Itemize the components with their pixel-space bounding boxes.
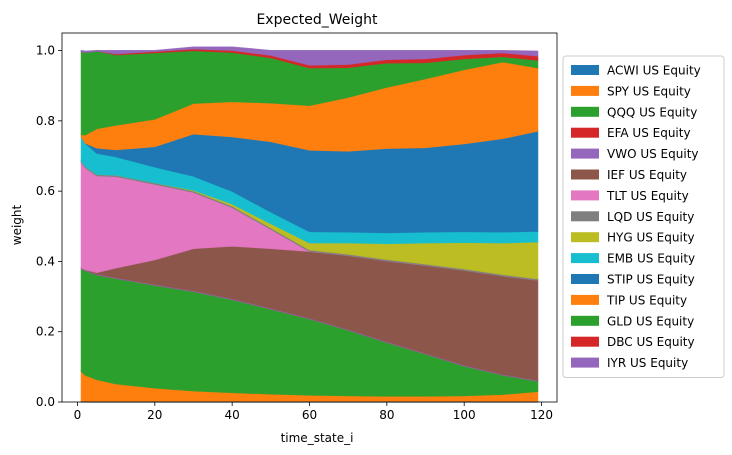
legend-label: GLD US Equity xyxy=(607,314,694,328)
legend-swatch xyxy=(571,106,599,117)
y-tick-label: 0.4 xyxy=(36,254,55,268)
y-axis-label: weight xyxy=(10,204,24,245)
y-tick-label: 0.8 xyxy=(36,114,55,128)
legend-swatch xyxy=(571,127,599,138)
x-axis: 0 20 40 60 80 100 120 xyxy=(74,402,553,422)
y-tick-label: 0.0 xyxy=(36,395,55,409)
legend-label: DBC US Equity xyxy=(607,335,695,349)
legend-label: TLT US Equity xyxy=(606,189,689,203)
legend-swatch xyxy=(571,357,599,368)
x-tick-label: 40 xyxy=(225,408,240,422)
legend-label: EMB US Equity xyxy=(607,252,695,266)
legend-label: SPY US Equity xyxy=(607,84,691,98)
y-tick-label: 1.0 xyxy=(36,44,55,58)
legend-label: LQD US Equity xyxy=(607,210,694,224)
legend: ACWI US Equity SPY US Equity QQQ US Equity… xyxy=(562,55,725,378)
legend-swatch xyxy=(571,336,599,347)
y-tick-label: 0.6 xyxy=(36,184,55,198)
x-tick-label: 80 xyxy=(379,408,394,422)
x-tick-label: 100 xyxy=(453,408,476,422)
legend-swatch xyxy=(571,294,599,305)
legend-swatch xyxy=(571,253,599,264)
x-tick-label: 120 xyxy=(530,408,553,422)
legend-swatch xyxy=(571,274,599,284)
legend-label: IYR US Equity xyxy=(607,356,688,370)
legend-swatch xyxy=(571,190,599,201)
legend-swatch xyxy=(571,232,599,243)
y-tick-label: 0.2 xyxy=(36,325,55,339)
legend-label: QQQ US Equity xyxy=(607,105,697,119)
legend-label: ACWI US Equity xyxy=(607,64,701,78)
y-axis: 0.0 0.2 0.4 0.6 0.8 1.0 xyxy=(36,44,62,409)
area-layers xyxy=(80,46,539,403)
legend-label: VWO US Equity xyxy=(607,147,699,161)
legend-swatch xyxy=(571,65,599,75)
legend-label: STIP US Equity xyxy=(607,273,695,287)
legend-label: IEF US Equity xyxy=(607,168,687,182)
x-tick-label: 60 xyxy=(302,408,317,422)
legend-swatch xyxy=(571,148,599,159)
legend-label: TIP US Equity xyxy=(606,293,687,307)
legend-label: EFA US Equity xyxy=(607,126,691,140)
legend-swatch xyxy=(571,169,599,180)
x-axis-label: time_state_i xyxy=(281,431,354,445)
legend-swatch xyxy=(571,211,599,222)
x-tick-label: 20 xyxy=(147,408,162,422)
area-iyr-us-equity xyxy=(80,46,539,66)
legend-label: HYG US Equity xyxy=(607,231,695,245)
legend-swatch xyxy=(571,85,599,96)
chart-title: Expected_Weight xyxy=(256,12,378,28)
legend-box xyxy=(562,55,725,378)
plot-frame xyxy=(61,32,558,403)
x-tick-label: 0 xyxy=(74,408,82,422)
legend-swatch xyxy=(571,315,599,326)
